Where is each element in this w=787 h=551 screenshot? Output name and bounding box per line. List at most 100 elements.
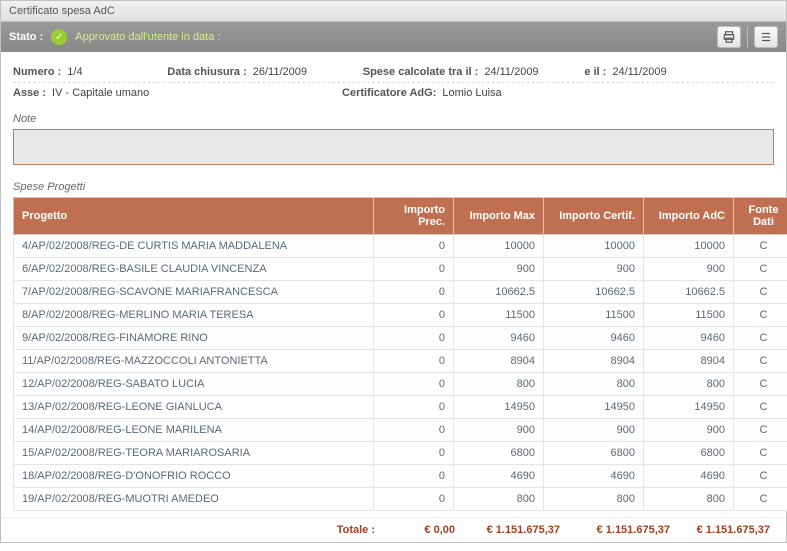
cell-certif: 11500	[544, 304, 644, 327]
cell-prec: 0	[374, 281, 454, 304]
window-title: Certificato spesa AdC	[1, 1, 786, 22]
certificatore-value: Lomio Luisa	[442, 87, 501, 99]
cell-progetto: 9/AP/02/2008/REG-FINAMORE RINO	[14, 327, 374, 350]
cell-fonte: C	[734, 465, 787, 488]
cell-progetto: 19/AP/02/2008/REG-MUOTRI AMEDEO	[14, 488, 374, 511]
cell-progetto: 6/AP/02/2008/REG-BASILE CLAUDIA VINCENZA	[14, 258, 374, 281]
note-label: Note	[13, 113, 774, 125]
toolbar	[717, 26, 778, 48]
cell-fonte: C	[734, 442, 787, 465]
col-progetto[interactable]: Progetto	[14, 198, 374, 235]
table-section: Spese Progetti Progetto Importo Prec. Im…	[1, 181, 786, 517]
total-certif: € 1.151.675,37	[568, 524, 678, 536]
col-fonte-dati[interactable]: Fonte Dati	[734, 198, 787, 235]
table-header-row: Progetto Importo Prec. Importo Max Impor…	[14, 198, 787, 235]
cell-certif: 4690	[544, 465, 644, 488]
col-importo-certif[interactable]: Importo Certif.	[544, 198, 644, 235]
cell-adc: 800	[644, 373, 734, 396]
cell-progetto: 18/AP/02/2008/REG-D'ONOFRIO ROCCO	[14, 465, 374, 488]
toolbar-separator	[747, 26, 748, 48]
status-bar: Stato : ✓ Approvato dall'utente in data …	[1, 22, 786, 52]
cell-certif: 10662.5	[544, 281, 644, 304]
metadata-panel: Numero : 1/4 Data chiusura : 26/11/2009 …	[1, 52, 786, 107]
cell-certif: 900	[544, 419, 644, 442]
cell-max: 9460	[454, 327, 544, 350]
table-row[interactable]: 12/AP/02/2008/REG-SABATO LUCIA0800800800…	[14, 373, 787, 396]
meta-row-1: Numero : 1/4 Data chiusura : 26/11/2009 …	[13, 62, 774, 83]
table-row[interactable]: 13/AP/02/2008/REG-LEONE GIANLUCA01495014…	[14, 396, 787, 419]
cell-adc: 800	[644, 488, 734, 511]
cell-fonte: C	[734, 350, 787, 373]
table-row[interactable]: 11/AP/02/2008/REG-MAZZOCCOLI ANTONIETTA0…	[14, 350, 787, 373]
certificato-window: Certificato spesa AdC Stato : ✓ Approvat…	[0, 0, 787, 543]
cell-prec: 0	[374, 258, 454, 281]
totals-row: Totale : € 0,00 € 1.151.675,37 € 1.151.6…	[1, 517, 786, 542]
table-row[interactable]: 4/AP/02/2008/REG-DE CURTIS MARIA MADDALE…	[14, 235, 787, 258]
cell-max: 10000	[454, 235, 544, 258]
asse-value: IV - Capitale umano	[52, 87, 312, 99]
list-icon	[759, 30, 773, 44]
cell-progetto: 11/AP/02/2008/REG-MAZZOCCOLI ANTONIETTA	[14, 350, 374, 373]
col-importo-prec[interactable]: Importo Prec.	[374, 198, 454, 235]
cell-prec: 0	[374, 419, 454, 442]
meta-row-2: Asse : IV - Capitale umano Certificatore…	[13, 83, 774, 103]
cell-adc: 10000	[644, 235, 734, 258]
note-section: Note	[1, 107, 786, 175]
cell-prec: 0	[374, 442, 454, 465]
cell-max: 11500	[454, 304, 544, 327]
cell-prec: 0	[374, 465, 454, 488]
detail-button[interactable]	[754, 26, 778, 48]
status-label: Stato :	[9, 31, 43, 43]
table-row[interactable]: 6/AP/02/2008/REG-BASILE CLAUDIA VINCENZA…	[14, 258, 787, 281]
certificatore-label: Certificatore AdG:	[342, 87, 436, 99]
total-prec: € 0,00	[383, 524, 463, 536]
printer-icon	[722, 30, 736, 44]
cell-prec: 0	[374, 373, 454, 396]
cell-certif: 9460	[544, 327, 644, 350]
cell-progetto: 7/AP/02/2008/REG-SCAVONE MARIAFRANCESCA	[14, 281, 374, 304]
cell-adc: 900	[644, 258, 734, 281]
table-row[interactable]: 18/AP/02/2008/REG-D'ONOFRIO ROCCO0469046…	[14, 465, 787, 488]
cell-prec: 0	[374, 396, 454, 419]
table-row[interactable]: 7/AP/02/2008/REG-SCAVONE MARIAFRANCESCA0…	[14, 281, 787, 304]
cell-fonte: C	[734, 373, 787, 396]
cell-certif: 900	[544, 258, 644, 281]
numero-value: 1/4	[67, 66, 137, 78]
total-max: € 1.151.675,37	[463, 524, 568, 536]
cell-prec: 0	[374, 488, 454, 511]
col-importo-max[interactable]: Importo Max	[454, 198, 544, 235]
cell-progetto: 8/AP/02/2008/REG-MERLINO MARIA TERESA	[14, 304, 374, 327]
cell-max: 14950	[454, 396, 544, 419]
cell-max: 4690	[454, 465, 544, 488]
data-chiusura-label: Data chiusura :	[167, 66, 246, 78]
approved-check-icon: ✓	[51, 29, 67, 45]
cell-max: 800	[454, 373, 544, 396]
data-chiusura-value: 26/11/2009	[253, 66, 333, 78]
table-row[interactable]: 8/AP/02/2008/REG-MERLINO MARIA TERESA011…	[14, 304, 787, 327]
cell-certif: 10000	[544, 235, 644, 258]
table-row[interactable]: 14/AP/02/2008/REG-LEONE MARILENA09009009…	[14, 419, 787, 442]
print-button[interactable]	[717, 26, 741, 48]
cell-adc: 11500	[644, 304, 734, 327]
cell-max: 10662.5	[454, 281, 544, 304]
table-title: Spese Progetti	[13, 181, 774, 193]
cell-fonte: C	[734, 235, 787, 258]
table-row[interactable]: 15/AP/02/2008/REG-TEORA MARIAROSARIA0680…	[14, 442, 787, 465]
cell-max: 800	[454, 488, 544, 511]
cell-prec: 0	[374, 350, 454, 373]
note-textarea[interactable]	[13, 129, 774, 165]
cell-fonte: C	[734, 258, 787, 281]
asse-label: Asse :	[13, 87, 46, 99]
col-importo-adc[interactable]: Importo AdC	[644, 198, 734, 235]
data-a-value: 24/11/2009	[612, 66, 666, 78]
cell-max: 900	[454, 258, 544, 281]
table-body: 4/AP/02/2008/REG-DE CURTIS MARIA MADDALE…	[14, 235, 787, 511]
cell-prec: 0	[374, 327, 454, 350]
cell-progetto: 15/AP/02/2008/REG-TEORA MARIAROSARIA	[14, 442, 374, 465]
cell-adc: 9460	[644, 327, 734, 350]
table-row[interactable]: 19/AP/02/2008/REG-MUOTRI AMEDEO080080080…	[14, 488, 787, 511]
table-row[interactable]: 9/AP/02/2008/REG-FINAMORE RINO0946094609…	[14, 327, 787, 350]
cell-progetto: 14/AP/02/2008/REG-LEONE MARILENA	[14, 419, 374, 442]
cell-adc: 10662.5	[644, 281, 734, 304]
data-da-value: 24/11/2009	[484, 66, 554, 78]
